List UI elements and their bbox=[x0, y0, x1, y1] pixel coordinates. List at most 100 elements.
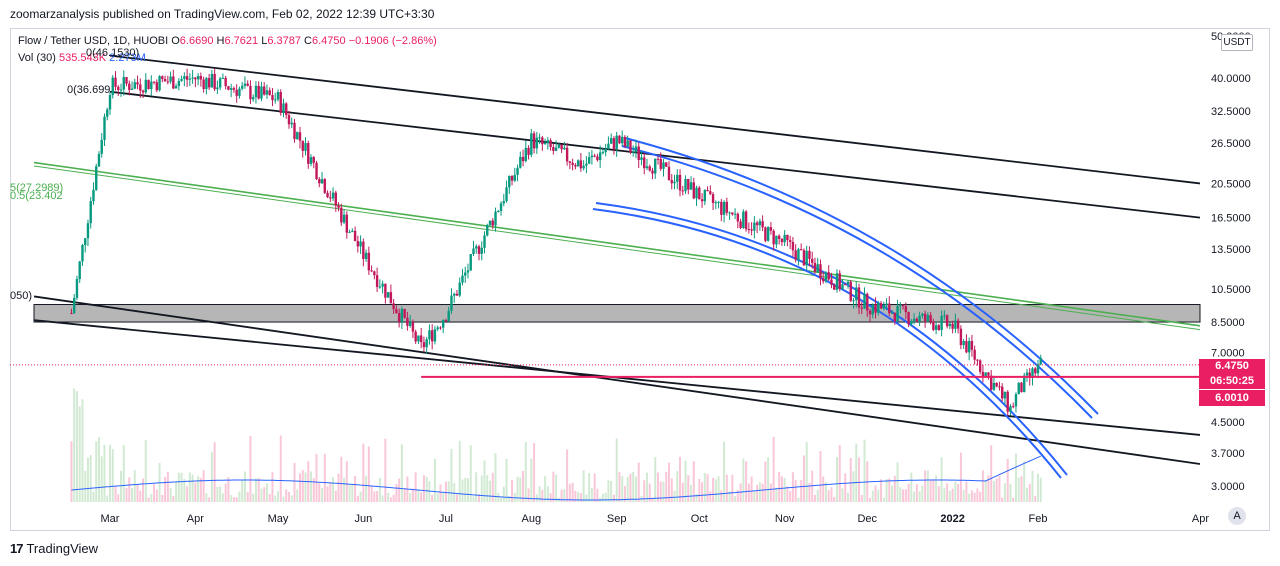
price-axis[interactable]: 40.0000 32.5000 26.5000 20.5000 16.5000 13.50… bbox=[1211, 31, 1251, 493]
candle-body bbox=[425, 339, 428, 348]
candle-body bbox=[318, 179, 321, 184]
volume-bar bbox=[276, 491, 279, 502]
price-tick-label: 3.0000 bbox=[1211, 481, 1245, 493]
volume-bar bbox=[957, 484, 960, 502]
volume-bar bbox=[365, 475, 368, 502]
volume-value: 535.543K bbox=[58, 52, 107, 64]
candle-body bbox=[494, 211, 497, 226]
candle-body bbox=[541, 137, 544, 145]
price-tick-label: 26.5000 bbox=[1211, 138, 1251, 150]
candle-body bbox=[904, 306, 908, 313]
low-value: 6.3787 bbox=[267, 35, 301, 47]
candle-body bbox=[89, 201, 92, 224]
volume-bar bbox=[376, 491, 379, 502]
volume-bar bbox=[1014, 453, 1017, 502]
volume-bar bbox=[563, 489, 566, 502]
candle-body bbox=[563, 147, 566, 150]
volume-bar bbox=[354, 475, 357, 502]
fib-label-top: 0(46.1530) bbox=[86, 47, 140, 59]
volume-legend: Vol (30) 535.543K 2.273M bbox=[18, 52, 146, 64]
candle-body bbox=[86, 223, 90, 239]
candle-body bbox=[805, 250, 808, 266]
time-tick-label: Nov bbox=[775, 513, 795, 525]
candle-body bbox=[309, 157, 313, 164]
candle-body bbox=[598, 152, 602, 161]
candle-body bbox=[411, 321, 415, 332]
volume-bar bbox=[120, 470, 123, 502]
volume-bar bbox=[210, 452, 213, 502]
volume-bar bbox=[844, 473, 847, 502]
candle-body bbox=[433, 329, 437, 342]
candle-body bbox=[213, 73, 216, 90]
candle-body bbox=[656, 158, 660, 160]
auto-scale-button[interactable]: A bbox=[1228, 507, 1246, 525]
candle-body bbox=[1020, 382, 1023, 393]
candle-body bbox=[863, 293, 866, 309]
volume-bar bbox=[285, 489, 288, 502]
volume-bar bbox=[1025, 487, 1028, 502]
candle-body bbox=[1036, 364, 1040, 374]
candle-body bbox=[620, 136, 624, 144]
fib-label-green2: 0.5(23.402 bbox=[10, 190, 63, 202]
candle-body bbox=[576, 160, 580, 167]
volume-bar bbox=[747, 483, 750, 502]
candle-body bbox=[739, 221, 742, 229]
candle-body bbox=[780, 238, 784, 243]
candle-body bbox=[637, 146, 640, 160]
candle-body bbox=[469, 254, 472, 271]
candle-body bbox=[665, 162, 668, 167]
time-axis[interactable]: Mar Apr May Jun Jul Aug Sep Oct Nov Dec 2022 Feb Apr bbox=[101, 513, 1210, 525]
footer-brand[interactable]: 17 TradingView bbox=[10, 541, 98, 556]
volume-bar bbox=[373, 491, 376, 502]
countdown-tag: 06:50:25 bbox=[1199, 374, 1265, 389]
publish-info: zoomarzanalysis published on TradingView… bbox=[10, 7, 435, 21]
volume-bar bbox=[89, 455, 92, 502]
currency-button[interactable]: USDT bbox=[1221, 34, 1253, 51]
candle-body bbox=[114, 77, 117, 87]
volume-bar bbox=[216, 486, 219, 502]
volume-bar bbox=[673, 490, 676, 502]
volume-bar bbox=[439, 484, 442, 502]
candle-body bbox=[783, 234, 786, 243]
candle-body bbox=[582, 165, 585, 169]
candle-body bbox=[497, 210, 500, 212]
volume-bar bbox=[1023, 461, 1026, 502]
volume-bar bbox=[125, 487, 128, 502]
candle-body bbox=[152, 81, 156, 83]
time-tick-label: Jul bbox=[439, 513, 453, 525]
candle-body bbox=[736, 213, 740, 222]
candle-body bbox=[119, 89, 123, 91]
volume-bar bbox=[299, 473, 302, 502]
candle-body bbox=[461, 275, 464, 283]
candle-body bbox=[1039, 357, 1042, 365]
candle-body bbox=[279, 92, 282, 113]
volume-bar bbox=[246, 492, 249, 502]
candle-body bbox=[183, 76, 186, 79]
volume-bar bbox=[472, 496, 475, 502]
volume-bar bbox=[318, 483, 321, 502]
volume-bar bbox=[921, 485, 924, 502]
volume-bar bbox=[758, 482, 761, 502]
volume-bar bbox=[175, 481, 178, 502]
volume-bar bbox=[232, 497, 235, 502]
fib-label-second: 0(36.699 bbox=[67, 84, 111, 96]
candle-body bbox=[775, 235, 778, 245]
candle-body bbox=[216, 87, 219, 90]
fib-label-green1: 5(27.2989) bbox=[10, 182, 64, 194]
candle-body bbox=[340, 207, 343, 223]
candle-body bbox=[513, 174, 516, 181]
volume-bar bbox=[483, 460, 486, 502]
candle-body bbox=[681, 190, 684, 192]
candle-body bbox=[133, 82, 136, 89]
volume-bar bbox=[109, 444, 111, 502]
volume-bar bbox=[560, 489, 563, 502]
volume-bar bbox=[249, 435, 252, 502]
volume-bar bbox=[902, 489, 905, 502]
candle-body bbox=[177, 80, 181, 87]
candle-body bbox=[367, 252, 371, 271]
candle-body bbox=[706, 189, 709, 192]
volume-bar bbox=[822, 476, 825, 502]
candle-body bbox=[965, 341, 968, 353]
volume-bar bbox=[745, 461, 748, 502]
